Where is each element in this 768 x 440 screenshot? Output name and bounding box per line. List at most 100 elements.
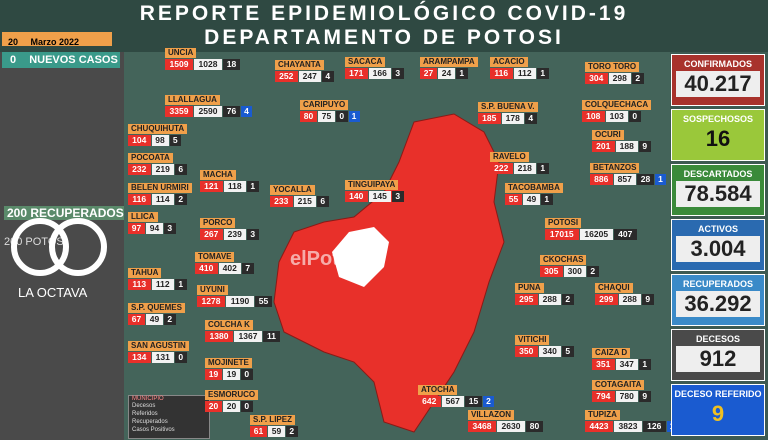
municipality-value: 5 [169, 135, 181, 146]
municipality-value: 300 [563, 266, 586, 277]
stat-value: 40.217 [676, 71, 760, 97]
stat-value: 36.292 [676, 291, 760, 317]
municipality-name: YOCALLA [270, 185, 315, 195]
municipality-value: 2590 [194, 106, 222, 117]
municipality-name: VILLAZON [468, 410, 514, 420]
municipality-value: 112 [513, 68, 536, 79]
municipality-value: 267 [200, 229, 223, 240]
municipality-value: 1 [247, 181, 259, 192]
municipality-value: 3 [392, 191, 404, 202]
municipality-name: CAIZA D [592, 348, 631, 358]
municipality-value: 1190 [226, 296, 254, 307]
recovered-box: 200 RECUPERADOS [4, 206, 127, 220]
municipality-value: 3359 [165, 106, 193, 117]
municipality-value: 121 [200, 181, 223, 192]
municipality-value: 1509 [165, 59, 193, 70]
municipality-value: 114 [151, 194, 174, 205]
municipality-value: 9 [639, 141, 651, 152]
title-line-1: REPORTE EPIDEMIOLÓGICO COVID-19 [139, 2, 629, 25]
municipality-value: 233 [270, 196, 293, 207]
title-line-2: DEPARTAMENTO DE POTOSI [204, 26, 564, 49]
date-month: Marzo 2022 [30, 37, 79, 47]
logo-rings [11, 218, 107, 276]
municipality-value: 27 [420, 68, 437, 79]
municipality-value: 6 [175, 164, 187, 175]
municipality-name: TUPIZA [585, 410, 620, 420]
municipality-value: 407 [614, 229, 637, 240]
stat-value: 16 [705, 126, 731, 151]
municipality-name: COLCHA K [205, 320, 253, 330]
municipality-name: TACOBAMBA [505, 183, 563, 193]
legend-item: Casos Positivos [132, 427, 175, 433]
municipality-value: 2 [164, 314, 176, 325]
municipality-value: 1 [541, 194, 553, 205]
stat-box: SOSPECHOSOS 16 [671, 109, 765, 161]
legend-item: Decesos [132, 403, 156, 409]
municipality-name: MACHA [200, 170, 236, 180]
municipality-name: ATOCHA [418, 385, 458, 395]
municipality-value: 4 [241, 106, 252, 117]
municipality-value: 0 [336, 111, 348, 122]
municipality-value: 178 [501, 113, 524, 124]
municipality-value: 215 [293, 196, 316, 207]
municipality-value: 75 [318, 111, 335, 122]
municipality-name: ARAMPAMPA [420, 57, 478, 67]
municipality-value: 1 [456, 68, 468, 79]
municipality-name: PORCO [200, 218, 236, 228]
municipality-value: 402 [218, 263, 241, 274]
municipality-value: 410 [195, 263, 218, 274]
municipality-value: 7 [242, 263, 254, 274]
municipality-value: 4 [322, 71, 334, 82]
stat-label: CONFIRMADOS [684, 59, 752, 69]
legend-item: Recuperados [132, 419, 168, 425]
municipality-name: MOJINETE [205, 358, 252, 368]
municipality-value: 16205 [579, 229, 613, 240]
municipality-value: 2 [286, 426, 298, 437]
municipality-name: SAN AGUSTIN [128, 341, 189, 351]
municipality-value: 1 [537, 68, 549, 79]
stat-label: DESCARTADOS [683, 169, 753, 179]
stat-label: RECUPERADOS [682, 279, 753, 289]
municipality-value: 3468 [468, 421, 496, 432]
municipality-value: 567 [441, 396, 464, 407]
municipality-value: 347 [615, 359, 638, 370]
municipality-value: 97 [128, 223, 145, 234]
municipality-value: 2 [483, 396, 494, 407]
municipality-value: 340 [538, 346, 561, 357]
municipality-value: 218 [513, 163, 536, 174]
municipality-value: 239 [223, 229, 246, 240]
municipality-value: 20 [223, 401, 240, 412]
municipality-value: 19 [223, 369, 240, 380]
municipality-value: 188 [615, 141, 638, 152]
header-band [0, 0, 768, 52]
municipality-value: 94 [146, 223, 163, 234]
municipality-name: ESMORUCO [205, 390, 259, 400]
municipality-name: COTAGAITA [592, 380, 645, 390]
municipality-value: 5 [562, 346, 574, 357]
recovered-label: RECUPERADOS [30, 206, 124, 220]
municipality-value: 305 [540, 266, 563, 277]
municipality-value: 19 [205, 369, 222, 380]
municipality-value: 6 [317, 196, 329, 207]
municipality-value: 9 [639, 391, 651, 402]
municipality-value: 1 [639, 359, 651, 370]
municipality-value: 4 [525, 113, 537, 124]
municipality-value: 1367 [234, 331, 262, 342]
stat-label: SOSPECHOSOS [682, 114, 754, 124]
municipality-name: LLICA [128, 212, 158, 222]
municipality-value: 857 [613, 174, 636, 185]
municipality-name: UYUNI [197, 285, 228, 295]
municipality-value: 49 [523, 194, 540, 205]
municipality-name: CKOCHAS [540, 255, 587, 265]
municipality-name: BELEN URMIRI [128, 183, 192, 193]
municipality-value: 351 [592, 359, 615, 370]
municipality-value: 1 [348, 111, 360, 122]
municipality-value: 232 [128, 164, 151, 175]
stat-value: 912 [676, 346, 760, 372]
municipality-value: 2 [632, 73, 644, 84]
municipality-value: 642 [418, 396, 441, 407]
municipality-value: 49 [146, 314, 163, 325]
municipality-value: 3 [392, 68, 404, 79]
new-cases-box: 0 NUEVOS CASOS [2, 52, 120, 68]
municipality-value: 0 [629, 111, 641, 122]
